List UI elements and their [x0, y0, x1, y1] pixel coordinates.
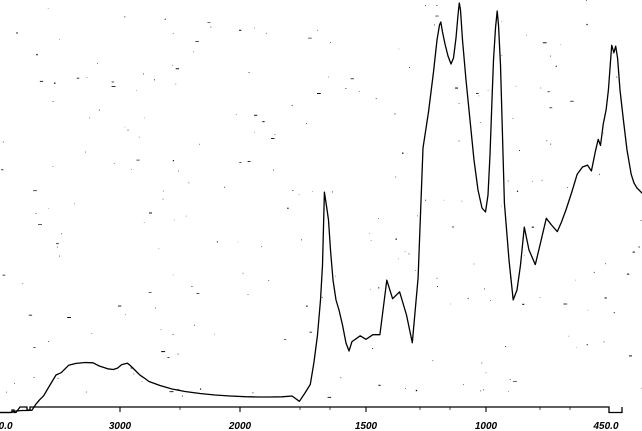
svg-text:2000: 2000 — [228, 421, 252, 431]
svg-text:3000: 3000 — [109, 421, 132, 431]
svg-text:4000.0: 4000.0 — [0, 421, 13, 431]
svg-text:1500: 1500 — [355, 421, 378, 431]
svg-text:450.0: 450.0 — [592, 421, 618, 431]
svg-text:1000: 1000 — [475, 421, 498, 431]
